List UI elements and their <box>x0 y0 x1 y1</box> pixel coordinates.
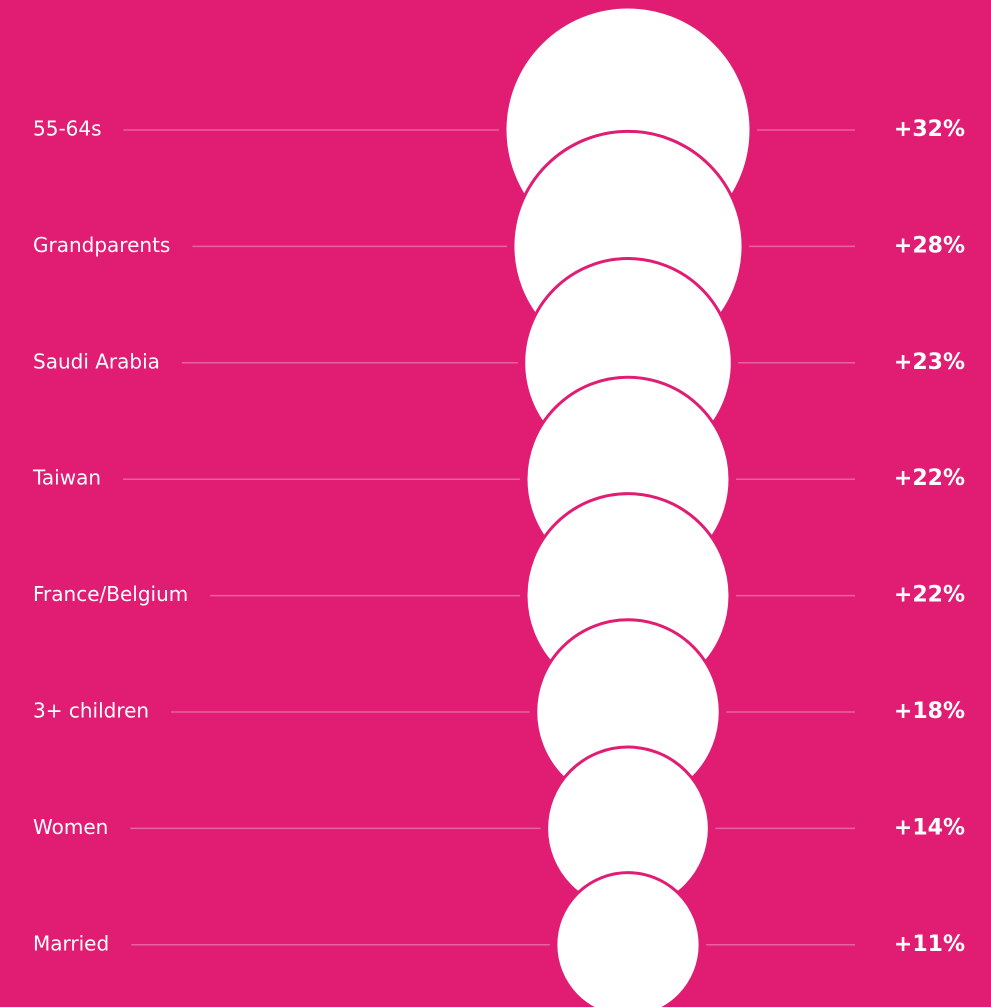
value-label: +22% <box>894 583 965 608</box>
connector-lines <box>123 129 855 946</box>
category-label: Saudi Arabia <box>33 349 160 373</box>
value-label: +11% <box>894 932 965 957</box>
labels: 55-64s +32% Grandparents +28% Saudi Arabia +2… <box>32 117 965 957</box>
category-label: 55-64s <box>33 117 102 141</box>
value-label: +32% <box>894 117 965 142</box>
category-label: France/Belgium <box>33 582 188 606</box>
bubble <box>554 871 702 1007</box>
value-label: +23% <box>894 350 965 375</box>
category-label: Grandparents <box>33 233 170 257</box>
category-label: 3+ children <box>33 699 149 723</box>
bubbles <box>503 5 753 1007</box>
category-label: Women <box>33 815 108 839</box>
value-label: +22% <box>894 466 965 491</box>
category-label: Taiwan <box>32 466 101 490</box>
value-label: +28% <box>894 233 965 258</box>
value-label: +18% <box>894 699 965 724</box>
value-label: +14% <box>894 815 965 840</box>
category-label: Married <box>33 931 109 955</box>
